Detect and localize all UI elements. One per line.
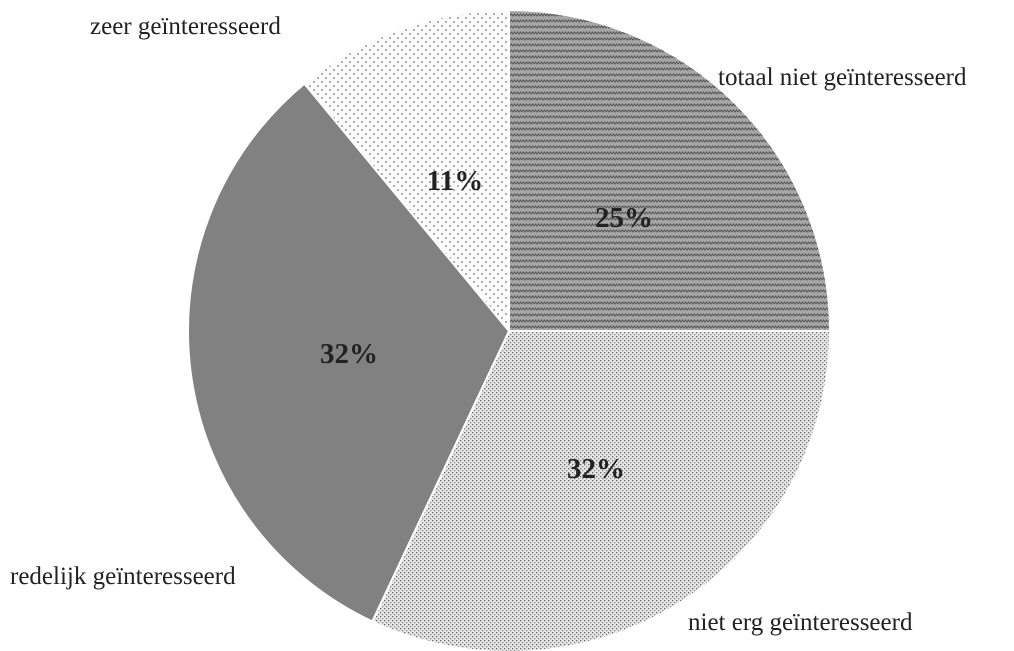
value-label-totaal-niet-geinteresseerd: 25% (595, 202, 653, 234)
pie-slice-totaal-niet-geinteresseerd (508, 8, 832, 332)
pie-labels: totaal niet geïnteresseerd niet erg geïn… (10, 13, 967, 636)
value-label-redelijk-geinteresseerd: 32% (320, 338, 378, 370)
category-label-niet-erg-geinteresseerd: niet erg geïnteresseerd (688, 609, 913, 636)
pie-slices (187, 8, 832, 651)
pie-slice-niet-erg-geinteresseerd (370, 330, 832, 651)
pie-slice-zeer-geinteresseerd (302, 8, 510, 334)
value-label-zeer-geinteresseerd: 11% (427, 165, 483, 197)
category-label-totaal-niet-geinteresseerd: totaal niet geïnteresseerd (718, 64, 967, 91)
category-label-redelijk-geinteresseerd: redelijk geïnteresseerd (10, 563, 236, 590)
category-label-zeer-geinteresseerd: zeer geïnteresseerd (90, 13, 281, 40)
value-label-niet-erg-geinteresseerd: 32% (567, 453, 625, 485)
pie-slice-redelijk-geinteresseerd (187, 82, 511, 623)
